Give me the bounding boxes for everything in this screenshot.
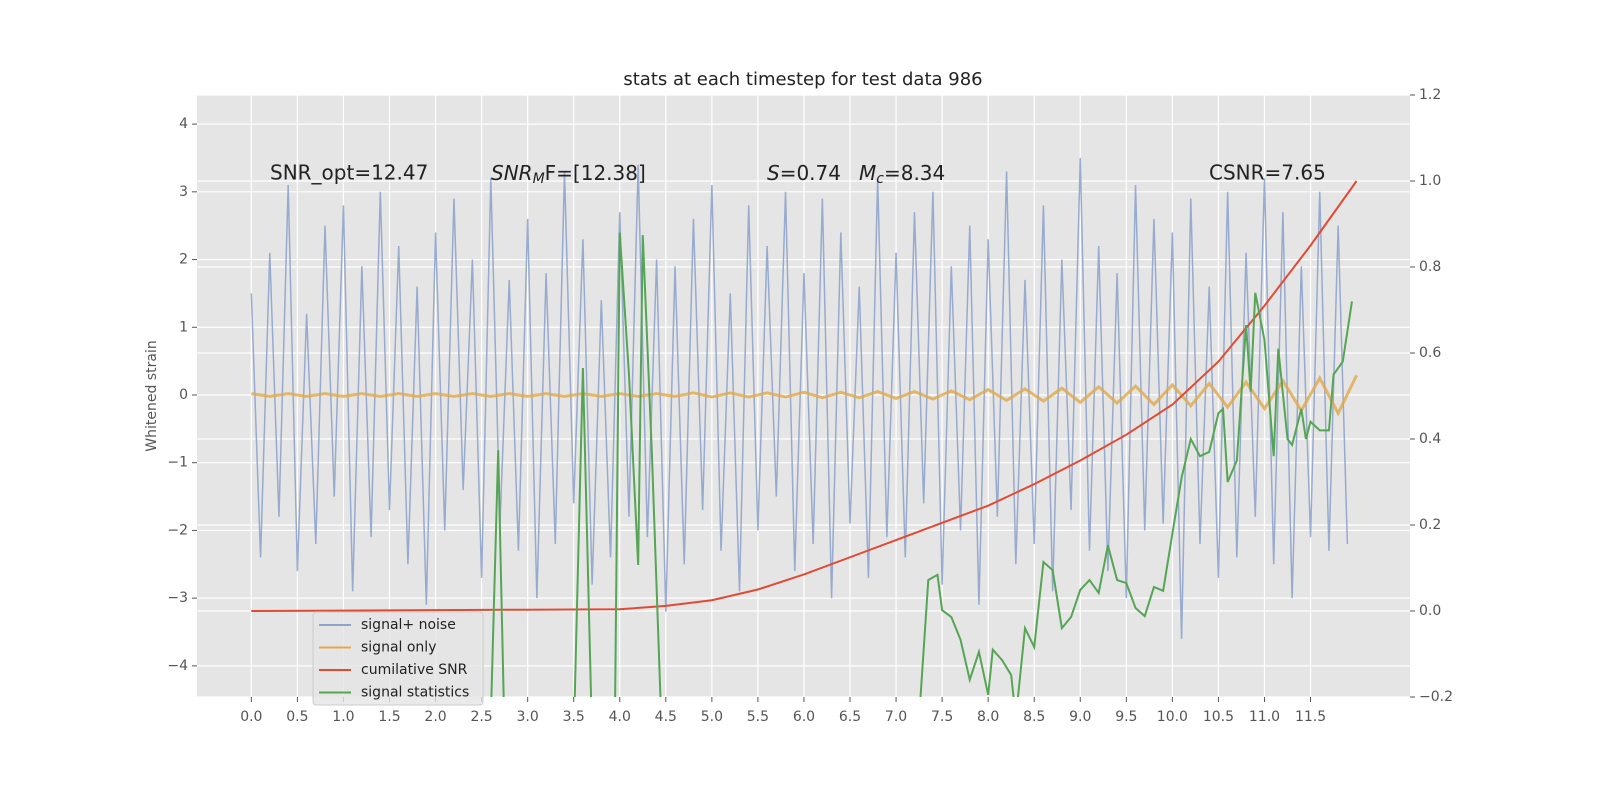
axes: 0.0 0.5 1.0 1.5 2.0 2.5 3.0 3.5 4.0 4.5 5.0 5.5 6.0 6… <box>167 87 1453 725</box>
x-tick-label: 3.0 <box>517 709 539 725</box>
x-tick-label: 4.5 <box>655 709 677 725</box>
y-tick-label: −4 <box>167 658 188 674</box>
annotation: CSNR=7.65 <box>1209 161 1326 185</box>
x-tick-label: 7.0 <box>885 709 907 725</box>
legend: signal+ noise signal only cumilative SNR si… <box>312 611 484 706</box>
y2-tick-label: 1.2 <box>1419 87 1441 103</box>
y-axis-label: Whitened strain <box>144 340 160 451</box>
x-tick-label: 3.5 <box>563 709 585 725</box>
annotation: S=0.74 <box>767 161 841 185</box>
annotation-part: S <box>767 161 780 185</box>
x-tick-label: 8.0 <box>977 709 999 725</box>
y2-tick-label: −0.2 <box>1419 689 1453 705</box>
series-line <box>490 232 1353 697</box>
legend-label: cumilative SNR <box>361 662 468 678</box>
annotation: SNRMF=[12.38] <box>491 161 646 188</box>
y2-tick-label: 0.6 <box>1419 345 1441 361</box>
x-tick-label: 1.0 <box>332 709 354 725</box>
y-tick-label: 4 <box>179 116 188 132</box>
series-line <box>250 157 1349 639</box>
x-tick-label: 6.5 <box>839 709 861 725</box>
y-tick-label: 2 <box>179 252 188 268</box>
x-tick-label: 7.5 <box>931 709 953 725</box>
x-tick-label: 5.0 <box>701 709 723 725</box>
legend-box <box>312 611 484 706</box>
legend-label: signal statistics <box>361 685 469 701</box>
series-line <box>251 180 1358 612</box>
x-tick-label: 2.0 <box>424 709 446 725</box>
y2-tick-label: 0.2 <box>1419 517 1441 533</box>
legend-label: signal+ noise <box>361 617 456 633</box>
annotation-sub: c <box>876 171 884 187</box>
x-tick-label: 4.0 <box>609 709 631 725</box>
x-tick-label: 10.0 <box>1157 709 1188 725</box>
annotation: SNR_opt=12.47 <box>270 161 428 185</box>
legend-label: signal only <box>361 640 436 656</box>
x-tick-label: 0.5 <box>286 709 308 725</box>
chart-title: stats at each timestep for test data 986 <box>623 69 982 90</box>
x-tick-label: 10.5 <box>1203 709 1234 725</box>
y-tick-label: −2 <box>167 522 188 538</box>
y-tick-label: 3 <box>179 184 188 200</box>
y2-tick-label: 0.4 <box>1419 431 1441 447</box>
y-tick-label: −3 <box>167 590 188 606</box>
y2-tick-label: 0.0 <box>1419 603 1441 619</box>
y-tick-label: 0 <box>179 387 188 403</box>
x-tick-label: 5.5 <box>747 709 769 725</box>
annotation-part: F=[12.38] <box>545 161 646 185</box>
x-tick-label: 8.5 <box>1023 709 1045 725</box>
x-tick-label: 0.0 <box>240 709 262 725</box>
x-tick-label: 2.5 <box>470 709 492 725</box>
annotation-part: SNR <box>491 161 533 185</box>
y2-tick-label: 0.8 <box>1419 259 1441 275</box>
x-tick-label: 9.0 <box>1069 709 1091 725</box>
marks <box>250 157 1358 697</box>
x-tick-label: 9.5 <box>1115 709 1137 725</box>
annotation-part: =8.34 <box>884 161 945 185</box>
y-tick-label: −1 <box>167 455 188 471</box>
y-tick-label: 1 <box>179 319 188 335</box>
annotation: Mc=8.34 <box>859 161 945 188</box>
y2-tick-label: 1.0 <box>1419 173 1441 189</box>
x-tick-label: 6.0 <box>793 709 815 725</box>
annotation-part: =0.74 <box>780 161 841 185</box>
series-line <box>251 374 1358 417</box>
annotation-part: M <box>859 161 876 185</box>
x-tick-label: 11.5 <box>1295 709 1326 725</box>
x-tick-label: 1.5 <box>378 709 400 725</box>
x-tick-label: 11.0 <box>1249 709 1280 725</box>
annotation-sub: M <box>533 171 545 187</box>
